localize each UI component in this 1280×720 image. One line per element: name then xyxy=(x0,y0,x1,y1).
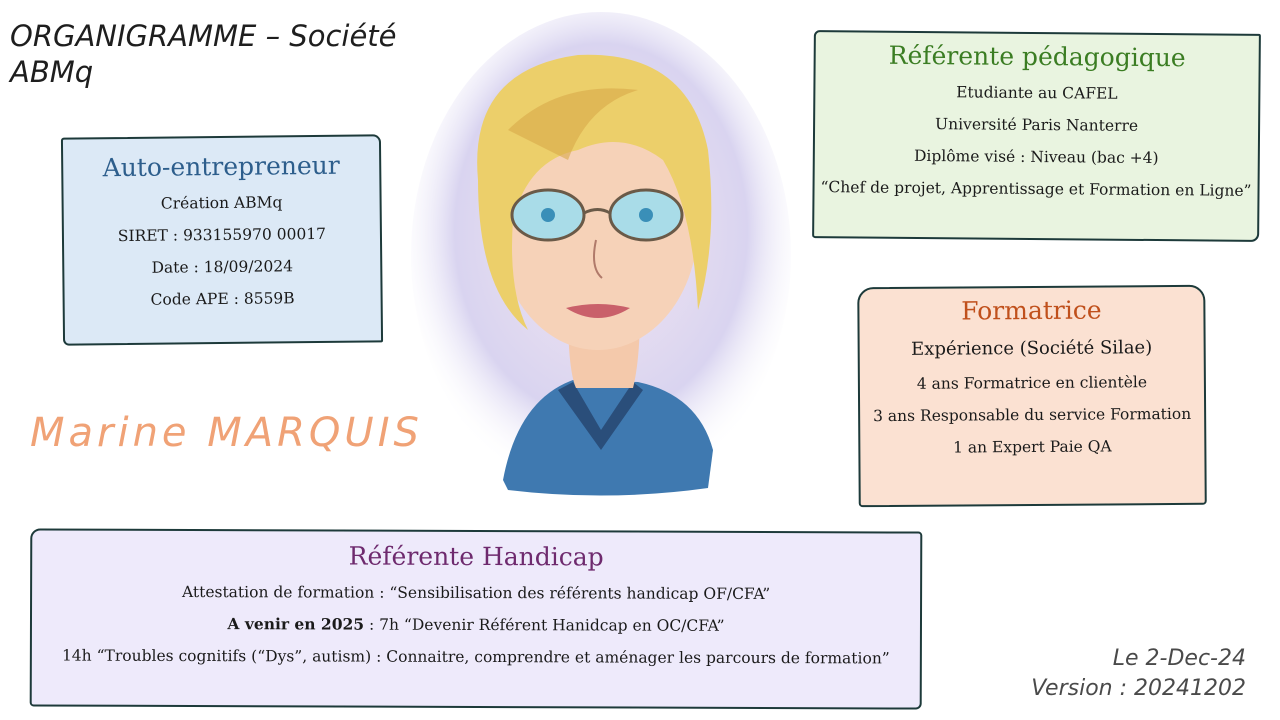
card-heading: Auto-entrepreneur xyxy=(102,150,340,183)
card-auto-entrepreneur: Auto-entrepreneur Création ABMq SIRET : … xyxy=(60,134,384,346)
card-line: A venir en 2025 : 7h “Devenir Référent H… xyxy=(32,607,920,642)
card-line: Diplôme visé : Niveau (bac +4) xyxy=(913,146,1159,168)
card-line: 4 ans Formatrice en clientèle xyxy=(916,373,1148,393)
card-line: 1 an Expert Paie QA xyxy=(952,437,1112,457)
card-referente-pedagogique: Référente pédagogique Etudiante au CAFEL… xyxy=(812,30,1261,242)
footer-version: Version : 20241202 xyxy=(1031,676,1246,701)
page-title: ORGANIGRAMME – Société ABMq xyxy=(10,19,397,89)
card-subheading: Expérience (Société Silae) xyxy=(911,337,1153,360)
card-line: “Chef de projet, Apprentissage et Format… xyxy=(820,178,1252,200)
card-line: 14h “Troubles cognitifs (“Dys”, autism) … xyxy=(61,646,890,668)
card-line: Attestation de formation : “Sensibilisat… xyxy=(181,582,771,604)
card-line: Université Paris Nanterre xyxy=(935,115,1139,135)
card-line: Date : 18/09/2024 xyxy=(151,257,294,277)
person-name: Marine MARQUIS xyxy=(30,410,423,456)
card-line-rest: : 7h “Devenir Référent Hanidcap en OC/CF… xyxy=(364,615,725,635)
card-heading: Formatrice xyxy=(961,295,1102,326)
card-line: 3 ans Responsable du service Formation xyxy=(873,404,1192,426)
card-formatrice: Formatrice Expérience (Société Silae) 4 … xyxy=(857,284,1207,508)
card-line: Code APE : 8559B xyxy=(150,289,295,309)
card-referente-handicap: Référente Handicap Attestation de format… xyxy=(29,528,923,710)
card-heading: Référente pédagogique xyxy=(888,40,1186,73)
card-line: Etudiante au CAFEL xyxy=(956,83,1118,103)
portrait-icon xyxy=(411,12,791,498)
card-heading: Référente Handicap xyxy=(348,541,604,572)
footer: Le 2-Dec-24 Version : 20241202 xyxy=(1031,644,1246,704)
footer-date: Le 2-Dec-24 xyxy=(1112,646,1246,671)
card-line: SIRET : 933155970 00017 xyxy=(117,224,327,246)
card-line: Création ABMq xyxy=(160,193,283,213)
card-line-bold: A venir en 2025 xyxy=(227,614,365,634)
